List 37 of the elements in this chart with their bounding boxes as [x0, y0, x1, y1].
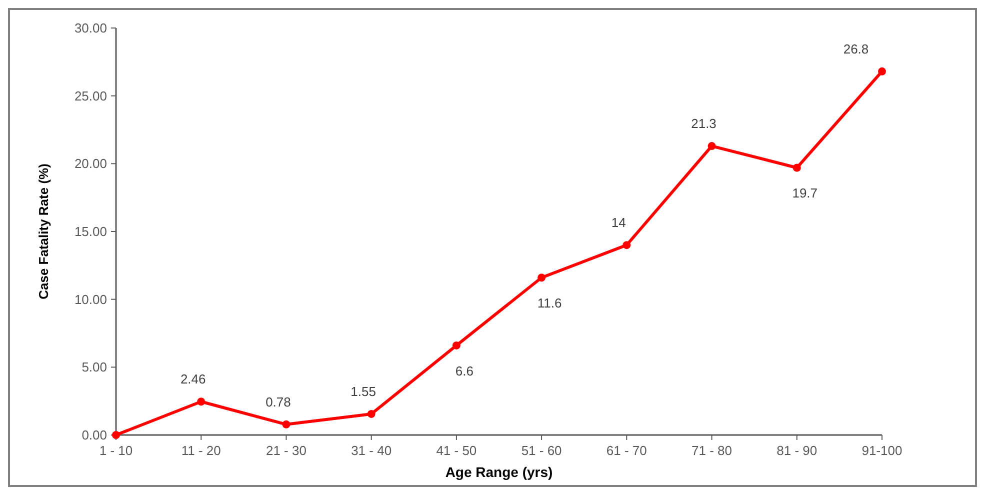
y-tick-label: 15.00: [74, 224, 107, 240]
y-tick-label: 20.00: [74, 156, 107, 172]
x-tick-label: 11 - 20: [181, 443, 221, 458]
data-label: 19.7: [792, 186, 818, 201]
x-tick-label: 51 - 60: [521, 443, 562, 458]
y-tick-label: 25.00: [74, 88, 107, 104]
data-label: 0.78: [266, 394, 291, 410]
point: [622, 241, 631, 250]
data-label: 2.46: [180, 372, 206, 387]
data-label: 14: [611, 215, 626, 230]
data-label: 26.8: [843, 41, 869, 56]
data-label: 6.6: [455, 363, 474, 378]
y-tick-label: 30.00: [74, 20, 107, 36]
point: [452, 341, 460, 350]
x-tick-label: 21 - 30: [266, 443, 306, 458]
point: [197, 398, 206, 406]
x-tick-label: 91-100: [862, 443, 902, 458]
point: [878, 67, 886, 76]
x-tick-label: 41 - 50: [436, 443, 477, 458]
point: [282, 420, 290, 428]
data-label: 21.3: [691, 116, 716, 132]
y-tick-label: 0.00: [82, 428, 107, 443]
x-tick-label: 61 - 70: [606, 443, 647, 458]
x-tick-label: 1 - 10: [99, 443, 133, 458]
x-tick-label: 81 - 90: [776, 443, 818, 458]
y-tick-label: 10.00: [74, 292, 107, 307]
point: [367, 410, 376, 418]
data-label: 11.6: [537, 296, 562, 311]
point: [708, 142, 716, 150]
y-tick-label: 5.00: [82, 360, 107, 375]
y-axis-title: Case Fatality Rate (%): [36, 164, 51, 300]
x-axis-title: Age Range (yrs): [445, 464, 553, 480]
point: [792, 164, 801, 172]
data-label: 1.55: [350, 384, 376, 399]
x-tick-label: 71 - 80: [692, 443, 732, 458]
point: [538, 274, 546, 282]
x-tick-label: 31 - 40: [351, 443, 392, 458]
